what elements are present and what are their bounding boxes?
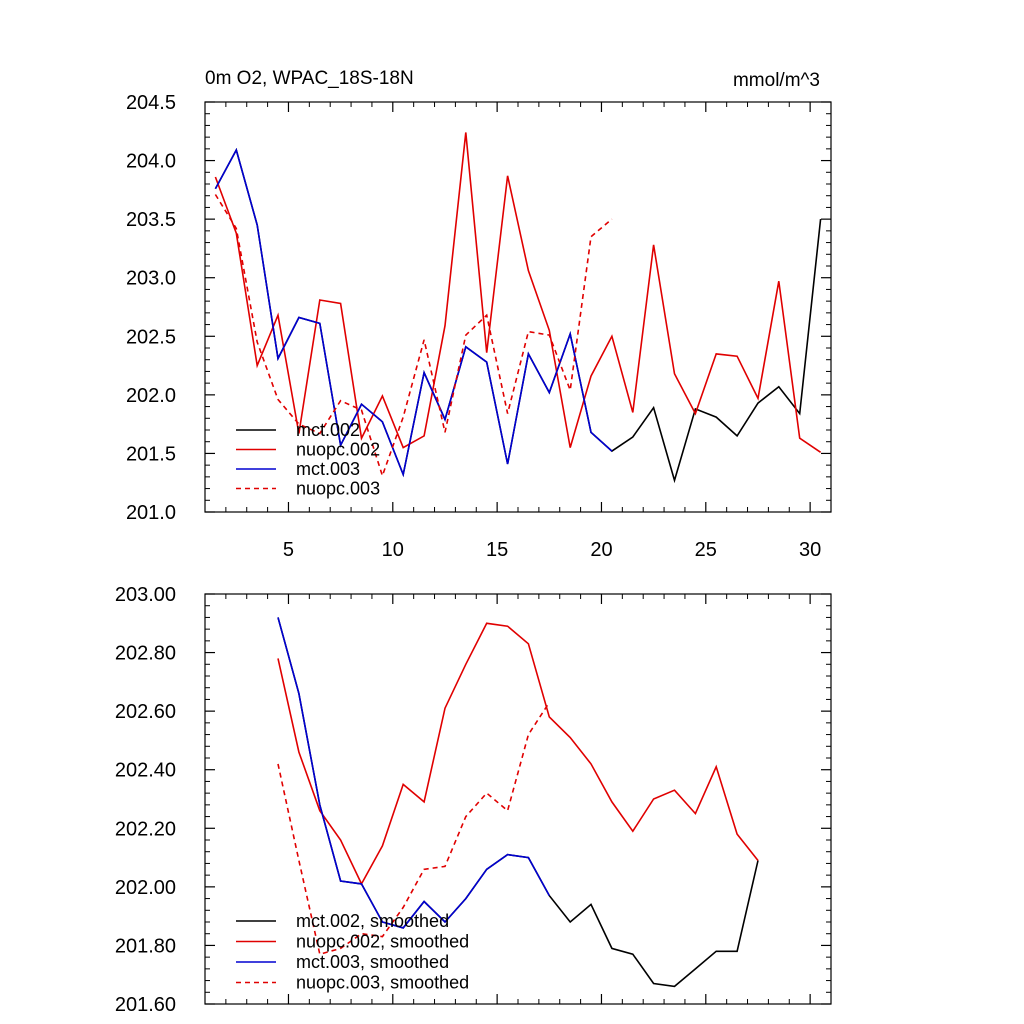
top-axis-ticks: 5 10 15 20 25 30 201.0 201.5 202.0 202.5 203.0 203.… <box>126 92 832 561</box>
x-tick-label: 10 <box>382 539 404 561</box>
y-tick-label: 202.60 <box>115 701 176 723</box>
series-line-mct-003-smoothed <box>277 617 551 929</box>
bottom-series-layer <box>277 617 759 988</box>
bottom-axis-ticks: 201.60 201.80 202.00 202.20 202.40 202.60 202.… <box>115 584 832 1016</box>
y-tick-label: 201.5 <box>126 443 176 465</box>
y-tick-label: 202.80 <box>115 643 176 665</box>
top-chart-units: mmol/m^3 <box>733 70 820 91</box>
x-tick-label: 25 <box>695 539 717 561</box>
y-tick-label: 202.0 <box>126 385 176 407</box>
legend-label: mct.002 <box>296 420 360 440</box>
legend-label: nuopc.003, smoothed <box>296 973 469 993</box>
x-tick-label: 5 <box>283 539 294 561</box>
y-tick-label: 202.40 <box>115 760 176 782</box>
panel-top: 0m O2, WPAC_18S-18N mmol/m^3 5 10 15 20 25 30… <box>126 68 832 561</box>
panel-bottom: 201.60 201.80 202.00 202.20 202.40 202.60 202.… <box>115 584 832 1016</box>
series-line-nuopc-003-smoothed <box>277 701 550 956</box>
y-tick-label: 204.0 <box>126 151 176 173</box>
y-tick-label: 201.80 <box>115 935 176 957</box>
x-tick-label: 20 <box>590 539 612 561</box>
legend-label: nuopc.003 <box>296 479 380 499</box>
y-tick-label: 203.00 <box>115 584 176 606</box>
legend-label: mct.003 <box>296 459 360 479</box>
y-tick-label: 202.5 <box>126 326 176 348</box>
y-tick-label: 203.5 <box>126 209 176 231</box>
series-line-mct-003 <box>214 147 613 478</box>
legend-label: mct.002, smoothed <box>296 911 449 931</box>
x-tick-label: 30 <box>799 539 821 561</box>
series-line-nuopc-002-smoothed <box>277 622 759 886</box>
legend-label: mct.003, smoothed <box>296 952 449 972</box>
legend-label: nuopc.002 <box>296 440 380 460</box>
y-tick-label: 204.5 <box>126 92 176 114</box>
legend-label: nuopc.002, smoothed <box>296 932 469 952</box>
y-tick-label: 202.00 <box>115 877 176 899</box>
top-chart-title: 0m O2, WPAC_18S-18N <box>205 68 414 89</box>
y-tick-label: 203.0 <box>126 268 176 290</box>
y-tick-label: 201.60 <box>115 994 176 1016</box>
x-tick-label: 15 <box>486 539 508 561</box>
y-tick-label: 202.20 <box>115 818 176 840</box>
series-line-nuopc-003 <box>214 194 613 479</box>
y-tick-label: 201.0 <box>126 502 176 524</box>
series-line-nuopc-002 <box>214 132 822 453</box>
top-series-layer <box>214 132 822 484</box>
